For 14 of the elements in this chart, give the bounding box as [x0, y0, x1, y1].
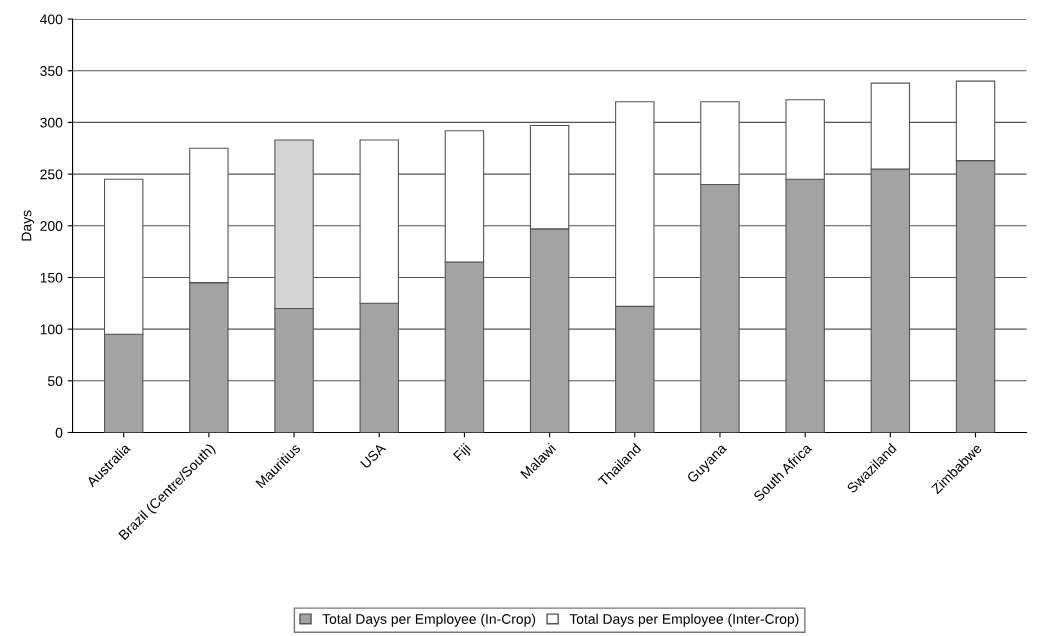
y-tick-label: 250: [40, 169, 63, 180]
x-tick-label: Fiji: [452, 442, 473, 464]
y-tick-label: 150: [40, 272, 63, 283]
legend-label: Total Days per Employee (Inter-Crop): [569, 613, 799, 627]
y-tick-label: 0: [55, 427, 63, 438]
y-tick-label: 50: [47, 376, 63, 386]
y-tick-label: 400: [40, 14, 63, 25]
x-tick-label: USA: [360, 442, 387, 469]
y-tick-label: 300: [40, 117, 63, 128]
y-axis-title: Days: [21, 210, 35, 241]
y-tick-label: 350: [40, 66, 63, 76]
legend-label: Total Days per Employee (In-Crop): [322, 613, 536, 627]
y-tick-label: 100: [40, 324, 63, 335]
y-tick-label: 200: [40, 221, 63, 231]
